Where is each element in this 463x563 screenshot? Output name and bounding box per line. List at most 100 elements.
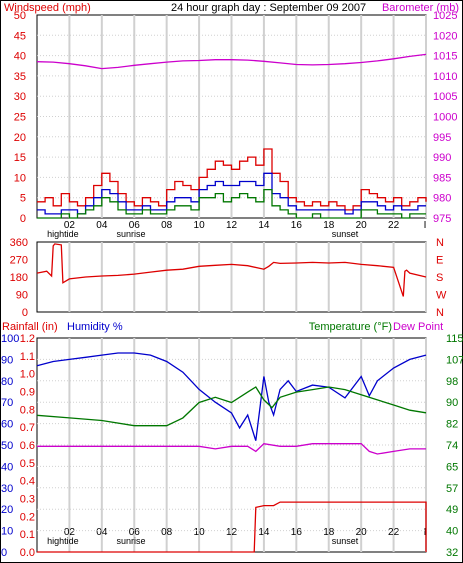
barometer-tick-label: 1020 xyxy=(433,30,457,42)
rainfall-tick-label: 0.3 xyxy=(20,494,35,506)
windspeed-tick-label: 25 xyxy=(14,112,26,124)
wind-panel-x-tick-label: 12 xyxy=(226,220,238,231)
humidity-tick-label: 60 xyxy=(1,419,13,431)
humidity-tick-label: 70 xyxy=(1,397,13,409)
barometer-tick-label: 990 xyxy=(433,152,451,164)
rainfall-tick-label: 1.2 xyxy=(20,333,35,345)
wind-series-2 xyxy=(37,188,426,219)
climate-panel-marker-hightide: hightide xyxy=(47,536,79,546)
barometer-tick-label: 1010 xyxy=(433,71,457,83)
temperature-series xyxy=(36,386,427,427)
rainfall-tick-label: 0.4 xyxy=(20,476,35,488)
climate-panel-x-tick-label: 04 xyxy=(96,527,108,538)
climate-panel-x-tick-label: 12 xyxy=(226,527,238,538)
temperature-axis-title: Temperature (°F) xyxy=(309,321,392,333)
humidity-tick-label: 40 xyxy=(1,461,13,473)
humidity-axis-title: Humidity % xyxy=(67,321,123,333)
climate-panel-x-tick-label: 20 xyxy=(356,527,368,538)
barometer-tick-label: 975 xyxy=(433,213,451,225)
rainfall-tick-label: 0.6 xyxy=(20,440,35,452)
rainfall-tick-label: 1.0 xyxy=(20,369,35,381)
climate-panel-x-tick-label: 10 xyxy=(194,527,206,538)
barometer-tick-label: 1015 xyxy=(433,51,457,63)
dewpoint-axis-title: Dew Point xyxy=(393,321,443,333)
wind-series-0 xyxy=(37,148,427,211)
temperature-tick-label: 90 xyxy=(446,397,458,409)
humidity-tick-label: 80 xyxy=(1,376,13,388)
climate-panel-x-tick-label: 18 xyxy=(323,527,335,538)
barometer-tick-label: 980 xyxy=(433,193,451,205)
chart-title: 24 hour graph day : September 09 2007 xyxy=(171,2,366,14)
wind-panel-x-tick-label: 20 xyxy=(356,220,368,231)
humidity-tick-label: 20 xyxy=(1,504,13,516)
climate-panel-x-tick-label: 22 xyxy=(388,527,400,538)
wind-panel-x-tick-label: 16 xyxy=(291,220,303,231)
direction-tick-label: 270 xyxy=(10,255,28,267)
humidity-tick-label: 10 xyxy=(1,526,13,538)
wind-panel-x-tick-label: I xyxy=(424,220,427,231)
temperature-tick-label: 40 xyxy=(446,526,458,538)
rainfall-tick-label: 0.9 xyxy=(20,387,35,399)
rainfall-tick-label: 0.2 xyxy=(20,511,35,523)
direction-tick-label: 360 xyxy=(10,237,28,249)
windspeed-tick-label: 0 xyxy=(20,213,26,225)
wind-panel-x-tick-label: 18 xyxy=(323,220,335,231)
temperature-tick-label: 115 xyxy=(446,333,463,345)
windspeed-tick-label: 40 xyxy=(14,51,26,63)
barometer-tick-label: 1025 xyxy=(433,10,457,22)
climate-panel-x-tick-label: 06 xyxy=(129,527,141,538)
climate-panel-x-tick-label: 14 xyxy=(258,527,270,538)
barometer-tick-label: 1005 xyxy=(433,91,457,103)
temperature-tick-label: 65 xyxy=(446,461,458,473)
climate-panel-x-tick-label: 16 xyxy=(291,527,303,538)
windspeed-axis-title: Windspeed (mph) xyxy=(4,2,91,14)
humidity-tick-label: 30 xyxy=(1,483,13,495)
climate-panel-x-tick-label: I xyxy=(424,527,427,538)
humidity-tick-label: 0 xyxy=(1,547,7,559)
windspeed-tick-label: 50 xyxy=(14,10,26,22)
windspeed-tick-label: 30 xyxy=(14,91,26,103)
humidity-series xyxy=(36,352,427,441)
rainfall-series xyxy=(37,501,427,553)
wind-panel-x-tick-label: 10 xyxy=(194,220,206,231)
compass-label: W xyxy=(436,290,447,302)
temperature-tick-label: 82 xyxy=(446,419,458,431)
climate-panel-x-tick-label: 08 xyxy=(161,527,173,538)
compass-label: N xyxy=(436,237,444,249)
compass-label: S xyxy=(436,272,443,284)
barometer-axis-title: Barometer (mb) xyxy=(382,2,459,14)
rainfall-axis-title: Rainfall (in) xyxy=(2,321,58,333)
direction-tick-label: 0 xyxy=(22,307,28,319)
windspeed-tick-label: 45 xyxy=(14,30,26,42)
wind-panel-x-tick-label: 22 xyxy=(388,220,400,231)
wind-panel-x-tick-label: 02 xyxy=(64,220,76,231)
rainfall-tick-label: 0.0 xyxy=(20,547,35,559)
direction-series xyxy=(36,243,427,297)
barometer-tick-label: 995 xyxy=(433,132,451,144)
windspeed-tick-label: 10 xyxy=(14,172,26,184)
compass-label: N xyxy=(436,307,444,319)
wind-panel-marker-sunset: sunset xyxy=(332,229,359,239)
humidity-tick-label: 90 xyxy=(1,354,13,366)
windspeed-tick-label: 15 xyxy=(14,152,26,164)
climate-panel-x-tick-label: 02 xyxy=(64,527,76,538)
climate-panel-marker-sunset: sunset xyxy=(332,536,359,546)
temperature-tick-label: 107 xyxy=(446,354,463,366)
wind-panel-x-tick-label: 04 xyxy=(96,220,108,231)
windspeed-tick-label: 35 xyxy=(14,71,26,83)
barometer-tick-label: 985 xyxy=(433,172,451,184)
temperature-tick-label: 74 xyxy=(446,440,458,452)
rainfall-tick-label: 1.1 xyxy=(20,351,35,363)
barometer-tick-label: 1000 xyxy=(433,112,457,124)
windspeed-tick-label: 20 xyxy=(14,132,26,144)
rainfall-tick-label: 0.7 xyxy=(20,422,35,434)
wind-series-1 xyxy=(37,172,426,215)
wind-panel-x-tick-label: 06 xyxy=(129,220,141,231)
wind-panel-x-tick-label: 14 xyxy=(258,220,270,231)
rainfall-tick-label: 0.8 xyxy=(20,404,35,416)
wind-panel-marker-sunrise: sunrise xyxy=(117,229,146,239)
temperature-tick-label: 49 xyxy=(446,504,458,516)
rainfall-tick-label: 0.1 xyxy=(20,529,35,541)
direction-tick-label: 180 xyxy=(10,272,28,284)
